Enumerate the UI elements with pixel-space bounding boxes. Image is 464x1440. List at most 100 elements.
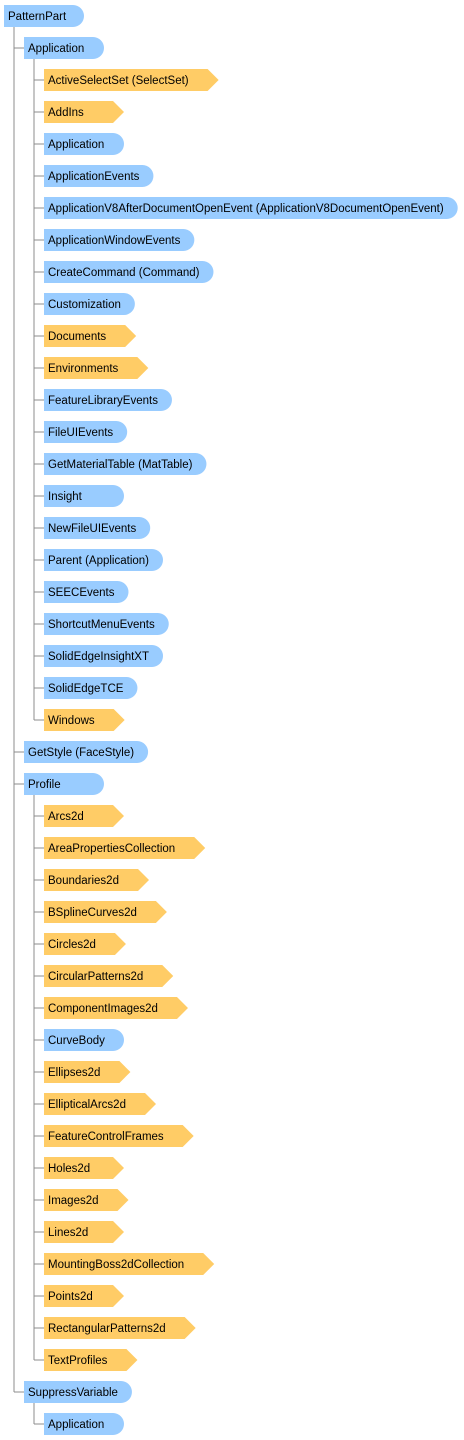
node-shape [44, 965, 174, 987]
node-shape [44, 325, 137, 347]
object-node[interactable]: ApplicationV8AfterDocumentOpenEvent (App… [44, 197, 458, 219]
node-label: ApplicationV8AfterDocumentOpenEvent (App… [48, 203, 444, 215]
object-node[interactable]: Parent (Application) [44, 549, 163, 571]
node-label: Boundaries2d [48, 875, 119, 887]
node-label: MountingBoss2dCollection [48, 1259, 184, 1271]
object-node[interactable]: SolidEdgeTCE [44, 677, 138, 699]
node-shape [44, 357, 149, 379]
node-label: Circles2d [48, 939, 96, 951]
node-label: Application [48, 1419, 104, 1431]
node-shape [44, 1413, 124, 1435]
collection-node[interactable]: EllipticalArcs2d [44, 1093, 156, 1115]
node-shape [44, 133, 124, 155]
node-shape [44, 1349, 138, 1371]
node-shape [44, 165, 154, 187]
collection-node[interactable]: TextProfiles [44, 1349, 138, 1371]
connectors [13, 27, 44, 1425]
node-shape [44, 645, 164, 667]
node-label: ShortcutMenuEvents [48, 619, 155, 631]
node-shape [24, 1381, 132, 1403]
node-shape [44, 1189, 129, 1211]
collection-node[interactable]: RectangularPatterns2d [44, 1317, 196, 1339]
node-shape [44, 389, 172, 411]
object-node[interactable]: Application [44, 1413, 124, 1435]
collection-node[interactable]: Ellipses2d [44, 1061, 131, 1083]
object-node[interactable]: SuppressVariable [24, 1381, 132, 1403]
collection-node[interactable]: Arcs2d [44, 805, 124, 827]
object-node[interactable]: Application [24, 37, 104, 59]
node-shape [44, 69, 219, 91]
node-shape [44, 997, 188, 1019]
collection-node[interactable]: ActiveSelectSet (SelectSet) [44, 69, 219, 91]
object-node[interactable]: CreateCommand (Command) [44, 261, 214, 283]
collection-node[interactable]: Holes2d [44, 1157, 124, 1179]
object-node[interactable]: SolidEdgeInsightXT [44, 645, 164, 667]
node-shape [44, 805, 124, 827]
node-label: Points2d [48, 1291, 93, 1303]
collection-node[interactable]: CircularPatterns2d [44, 965, 174, 987]
collection-node[interactable]: AddIns [44, 101, 124, 123]
collection-node[interactable]: ComponentImages2d [44, 997, 188, 1019]
node-label: CurveBody [48, 1035, 105, 1047]
node-shape [44, 1029, 124, 1051]
node-label: Parent (Application) [48, 555, 149, 567]
node-shape [44, 421, 128, 443]
collection-node[interactable]: Images2d [44, 1189, 129, 1211]
collection-node[interactable]: Environments [44, 357, 149, 379]
node-label: ApplicationWindowEvents [48, 235, 181, 247]
node-shape [44, 901, 167, 923]
node-label: ActiveSelectSet (SelectSet) [48, 75, 189, 87]
node-shape [44, 293, 135, 315]
object-node[interactable]: PatternPart [4, 5, 84, 27]
node-shape [44, 517, 151, 539]
node-label: ApplicationEvents [48, 171, 140, 183]
object-node[interactable]: Profile [24, 773, 104, 795]
node-label: CreateCommand (Command) [48, 267, 200, 279]
collection-node[interactable]: Lines2d [44, 1221, 124, 1243]
node-shape [4, 5, 84, 27]
node-label: SEECEvents [48, 587, 115, 599]
collection-node[interactable]: AreaPropertiesCollection [44, 837, 206, 859]
node-label: GetMaterialTable (MatTable) [48, 459, 193, 471]
node-label: Images2d [48, 1195, 99, 1207]
node-shape [44, 933, 126, 955]
node-label: Customization [48, 299, 121, 311]
node-label: Lines2d [48, 1227, 88, 1239]
object-node[interactable]: GetMaterialTable (MatTable) [44, 453, 207, 475]
node-shape [44, 1061, 131, 1083]
object-node[interactable]: NewFileUIEvents [44, 517, 151, 539]
object-node[interactable]: CurveBody [44, 1029, 124, 1051]
object-node[interactable]: ApplicationEvents [44, 165, 154, 187]
node-label: Windows [48, 715, 95, 727]
object-node[interactable]: GetStyle (FaceStyle) [24, 741, 149, 763]
node-label: Application [28, 43, 84, 55]
node-label: EllipticalArcs2d [48, 1099, 126, 1111]
collection-node[interactable]: FeatureControlFrames [44, 1125, 194, 1147]
node-label: SolidEdgeTCE [48, 683, 124, 695]
node-shape [44, 261, 214, 283]
collection-node[interactable]: Circles2d [44, 933, 126, 955]
node-label: SuppressVariable [28, 1387, 118, 1399]
object-node[interactable]: SEECEvents [44, 581, 129, 603]
collection-node[interactable]: Boundaries2d [44, 869, 149, 891]
collection-node[interactable]: Windows [44, 709, 125, 731]
node-label: RectangularPatterns2d [48, 1323, 166, 1335]
object-node[interactable]: FileUIEvents [44, 421, 128, 443]
node-shape [44, 453, 207, 475]
object-node[interactable]: Customization [44, 293, 135, 315]
object-node[interactable]: Insight [44, 485, 124, 507]
collection-node[interactable]: MountingBoss2dCollection [44, 1253, 215, 1275]
object-node[interactable]: Application [44, 133, 124, 155]
object-node[interactable]: ShortcutMenuEvents [44, 613, 169, 635]
node-label: Environments [48, 363, 119, 375]
object-node[interactable]: FeatureLibraryEvents [44, 389, 172, 411]
node-shape [24, 741, 149, 763]
node-shape [24, 37, 104, 59]
collection-node[interactable]: Documents [44, 325, 137, 347]
node-shape [44, 549, 163, 571]
collection-node[interactable]: Points2d [44, 1285, 124, 1307]
object-node[interactable]: ApplicationWindowEvents [44, 229, 195, 251]
collection-node[interactable]: BSplineCurves2d [44, 901, 167, 923]
node-shape [44, 869, 149, 891]
